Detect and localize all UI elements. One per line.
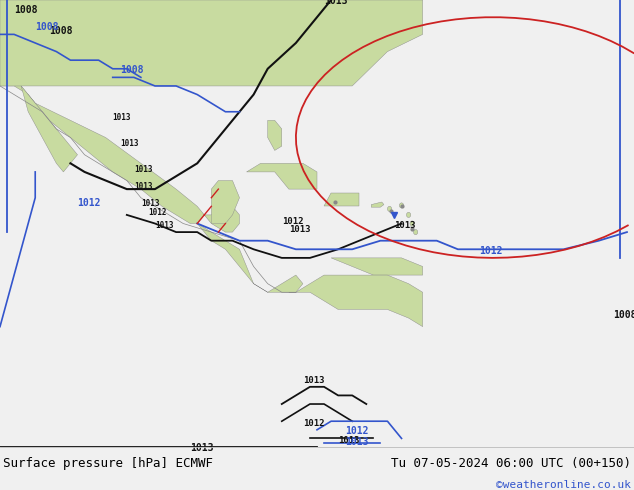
Polygon shape [268,121,281,150]
Polygon shape [197,223,303,292]
Text: 1013: 1013 [190,443,214,453]
Polygon shape [289,275,423,327]
Circle shape [413,229,418,235]
Text: 1013: 1013 [134,165,152,174]
Polygon shape [0,60,240,232]
Text: 1008: 1008 [14,5,37,15]
Text: 1013: 1013 [345,437,369,447]
Polygon shape [331,258,423,275]
Text: 1013: 1013 [141,199,159,208]
Text: 1008: 1008 [49,26,73,36]
Text: Surface pressure [hPa] ECMWF: Surface pressure [hPa] ECMWF [3,457,213,470]
Polygon shape [324,194,359,206]
Text: 1013: 1013 [113,113,131,122]
Text: 1013: 1013 [134,182,152,191]
Text: 1008: 1008 [613,310,634,320]
Circle shape [387,206,392,212]
Text: 1012: 1012 [281,217,303,225]
Text: 1013: 1013 [303,375,325,385]
Text: 1013: 1013 [155,221,174,230]
Text: 1012: 1012 [479,245,503,256]
Text: Tu 07-05-2024 06:00 UTC (00+150): Tu 07-05-2024 06:00 UTC (00+150) [391,457,631,470]
Polygon shape [372,202,384,207]
Text: 1013: 1013 [120,139,138,148]
Text: 1013: 1013 [324,0,347,6]
Text: 1008: 1008 [120,65,143,75]
Polygon shape [247,163,317,189]
Polygon shape [21,86,77,172]
Circle shape [399,203,404,208]
Polygon shape [211,180,240,223]
Text: 1013: 1013 [289,225,310,234]
Text: 1008: 1008 [36,22,59,32]
Text: 1012: 1012 [148,208,167,217]
Text: 1013: 1013 [338,436,359,445]
Text: 1012: 1012 [77,198,101,208]
Text: ©weatheronline.co.uk: ©weatheronline.co.uk [496,480,631,490]
Circle shape [410,221,414,226]
Text: 1013: 1013 [394,221,416,230]
Polygon shape [0,0,423,86]
Text: 1012: 1012 [303,418,325,427]
Text: 1012: 1012 [345,426,369,436]
Circle shape [406,212,411,218]
